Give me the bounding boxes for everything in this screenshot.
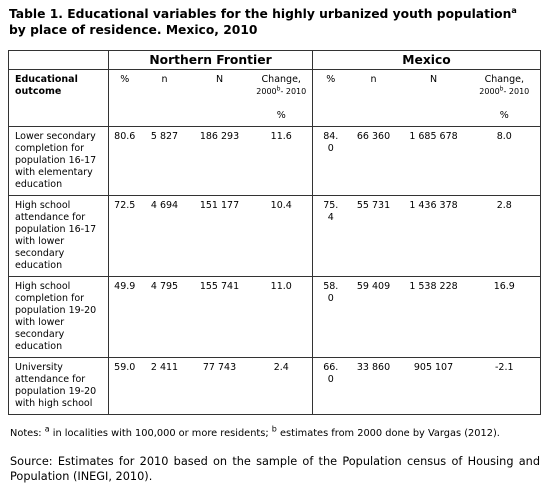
value-cell: 16.9	[468, 276, 541, 358]
group-name: Mexico	[312, 50, 541, 70]
value-cell: 80.6	[108, 126, 141, 196]
source-text: Source: Estimates for 2010 based on the …	[10, 455, 540, 483]
note-sup: b	[271, 424, 277, 434]
value-cell: 59.0	[108, 357, 141, 415]
unit: %	[499, 110, 509, 121]
value-cell: 59 409	[348, 276, 399, 358]
year-sup: b	[276, 85, 281, 93]
value-cell: 11.6	[250, 126, 313, 196]
row-label: High school attendance for population 16…	[8, 195, 109, 277]
data-row: Lower secondary completion for populatio…	[8, 126, 541, 196]
unit: %	[276, 110, 286, 121]
change-label: Change,	[484, 74, 524, 85]
value-cell: 72.5	[108, 195, 141, 277]
header-cell: N	[188, 69, 251, 127]
value-cell: 5 827	[140, 126, 189, 196]
value-cell: 1 538 228	[398, 276, 469, 358]
header-row: Educational outcome% n N Change, 2000b- 2010…	[8, 69, 541, 127]
value-cell: 10.4	[250, 195, 313, 277]
value-cell: 1 436 378	[398, 195, 469, 277]
header-cell: Change, 2000b- 2010%	[250, 69, 313, 127]
data-row: University attendance for population 19-…	[8, 357, 541, 415]
header-cell: Change, 2000b- 2010%	[468, 69, 541, 127]
value-cell: 4 795	[140, 276, 189, 358]
title-line: Table 1. Educational variables for the h…	[9, 7, 512, 21]
value-cell: 905 107	[398, 357, 469, 415]
data-row: High school completion for population 19…	[8, 276, 541, 358]
header-cell: n	[140, 69, 189, 127]
note-sup: a	[44, 424, 50, 434]
value-cell: 58.0	[312, 276, 349, 358]
header-cell: Educational outcome	[8, 69, 109, 127]
value-cell: 33 860	[348, 357, 399, 415]
value-cell: 1 685 678	[398, 126, 469, 196]
year: 2000	[479, 87, 500, 96]
value-cell: 11.0	[250, 276, 313, 358]
value-cell: 2 411	[140, 357, 189, 415]
value-cell: 49.9	[108, 276, 141, 358]
value-cell: 55 731	[348, 195, 399, 277]
header-cell: %	[108, 69, 141, 127]
header-cell: %	[312, 69, 349, 127]
group-name: Northern Frontier	[107, 50, 313, 70]
source-text: , 2010).	[108, 470, 153, 483]
year-sup: b	[499, 85, 504, 93]
change-years: 2000b- 2010	[256, 85, 307, 96]
range: - 2010	[280, 87, 307, 96]
row-label: High school completion for population 19…	[8, 276, 109, 358]
value-cell: 66.0	[312, 357, 349, 415]
value-cell: 75.4	[312, 195, 349, 277]
note-text: estimates from 2000 done by Vargas (2012…	[276, 428, 500, 439]
title-sup: a	[511, 5, 517, 15]
change-label: Change,	[261, 74, 301, 85]
table: Northern Frontier Mexico Educational outco…	[8, 50, 542, 415]
notes: Notes: a in localities with 100,000 or m…	[10, 424, 500, 439]
year: 2000	[256, 87, 277, 96]
source: Source: Estimates for 2010 based on the …	[10, 454, 540, 484]
value-cell: 66 360	[348, 126, 399, 196]
title-line: by place of residence. Mexico, 2010	[9, 23, 258, 37]
value-cell: 84.0	[312, 126, 349, 196]
value-cell: -2.1	[468, 357, 541, 415]
row-label: University attendance for population 19-…	[8, 357, 109, 415]
table-body: Northern Frontier Mexico Educational outco…	[8, 50, 541, 415]
range: - 2010	[503, 87, 530, 96]
empty-cell	[9, 51, 109, 70]
value-cell: 2.4	[250, 357, 313, 415]
note-text: Notes:	[10, 428, 45, 439]
value-cell: 151 177	[188, 195, 251, 277]
row-label: Lower secondary completion for populatio…	[8, 126, 109, 196]
value-cell: 2.8	[468, 195, 541, 277]
header-cell: N	[398, 69, 469, 127]
value-cell: 77 743	[188, 357, 251, 415]
outcome-header: Educational outcome	[15, 74, 78, 97]
value-cell: 4 694	[140, 195, 189, 277]
value-cell: 8.0	[468, 126, 541, 196]
change-years: 2000b- 2010	[479, 85, 530, 96]
value-cell: 186 293	[188, 126, 251, 196]
header-cell: n	[348, 69, 399, 127]
value-cell: 155 741	[188, 276, 251, 358]
title: Table 1. Educational variables for the h…	[9, 6, 544, 38]
group-row: Northern Frontier Mexico	[9, 50, 541, 70]
data-row: High school attendance for population 16…	[8, 195, 541, 277]
note-text: in localities with 100,000 or more resid…	[49, 428, 272, 439]
source-abbr: INEGI	[77, 470, 109, 483]
